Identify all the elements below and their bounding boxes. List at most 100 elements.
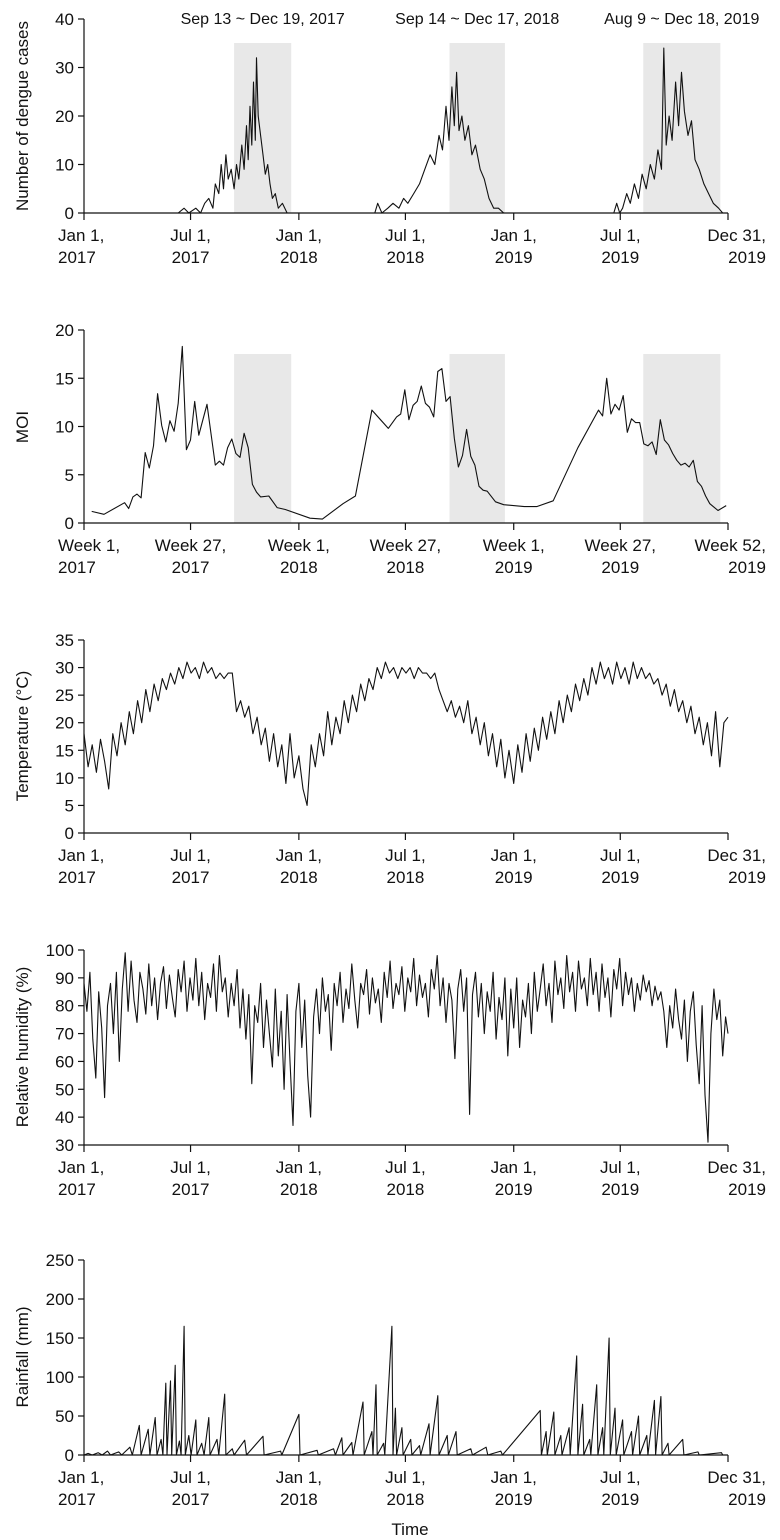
y-tick-label: 60	[55, 1052, 74, 1071]
series-line-1	[84, 47, 728, 214]
x-tick-label: Jul 1,	[385, 846, 426, 865]
chart-panel-2: 0 5 10 15 20 Week 1, 2017 Week 27, 2017 Week 1, 20…	[13, 321, 766, 577]
x-tick-label: Week 27,	[370, 536, 442, 555]
y-tick-label: 80	[55, 997, 74, 1016]
chart-panel-4: 30 40 50 60 70 80 90 100 Jan 1, 2017 Jul 1, 2017 Jan…	[13, 941, 766, 1199]
y-tick-label: 0	[65, 204, 74, 223]
chart-panel-5: 0 50 100 150 200 250 Jan 1, 2017 Jul 1, 2017 Jan 1…	[13, 1251, 766, 1509]
y-tick-label: 150	[46, 1329, 74, 1348]
x-tick-label-year: 2018	[280, 1490, 318, 1509]
y-tick-label: 15	[55, 369, 74, 388]
x-tick-label-year: 2018	[386, 868, 424, 887]
x-tick-label-year: 2019	[601, 248, 639, 267]
x-tick-label: Jan 1,	[58, 1158, 104, 1177]
x-tick-label-year: 2017	[58, 558, 96, 577]
x-tick-label-year: 2017	[172, 868, 210, 887]
y-tick-label: 20	[55, 321, 74, 340]
x-tick-label-year: 2019	[495, 1180, 533, 1199]
x-tick-label: Jul 1,	[385, 226, 426, 245]
x-tick-label: Jan 1,	[58, 1468, 104, 1487]
x-tick-label: Jan 1,	[276, 1468, 322, 1487]
shaded-period-1	[234, 43, 292, 213]
x-tick-label-year: 2019	[601, 558, 639, 577]
series-line-1	[91, 345, 727, 520]
x-tick-label-year: 2017	[58, 1180, 96, 1199]
x-tick-label-year: 2019	[728, 558, 766, 577]
y-tick-label: 20	[55, 714, 74, 733]
y-tick-label: 250	[46, 1251, 74, 1270]
x-tick-label-year: 2017	[58, 248, 96, 267]
x-tick-label: Jul 1,	[600, 1158, 641, 1177]
x-tick-label-year: 2019	[728, 868, 766, 887]
x-tick-label: Jul 1,	[600, 226, 641, 245]
x-tick-label: Jul 1,	[170, 226, 211, 245]
x-tick-label-year: 2018	[386, 558, 424, 577]
x-tick-label: Week 52,	[694, 536, 766, 555]
x-tick-label: Jan 1,	[58, 226, 104, 245]
shaded-period-2	[449, 43, 505, 213]
x-tick-label-year: 2017	[58, 1490, 96, 1509]
y-tick-label: 100	[46, 1368, 74, 1387]
y-axis-title: Relative humidity (%)	[13, 967, 32, 1128]
x-tick-label: Week 1,	[58, 536, 120, 555]
shaded-period-2	[449, 354, 505, 523]
y-tick-label: 50	[55, 1080, 74, 1099]
x-tick-label-year: 2018	[280, 558, 318, 577]
y-tick-label: 30	[55, 59, 74, 78]
y-axis-title: Rainfall (mm)	[13, 1306, 32, 1407]
x-tick-label: Jan 1,	[276, 846, 322, 865]
x-tick-label-year: 2019	[495, 1490, 533, 1509]
y-tick-label: 10	[55, 156, 74, 175]
x-tick-label: Week 1,	[483, 536, 545, 555]
x-tick-label-year: 2019	[728, 1490, 766, 1509]
y-tick-label: 0	[65, 1446, 74, 1465]
y-tick-label: 35	[55, 631, 74, 650]
x-tick-label-year: 2018	[280, 1180, 318, 1199]
x-tick-label-year: 2018	[386, 1490, 424, 1509]
y-tick-label: 20	[55, 107, 74, 126]
x-tick-label-year: 2019	[601, 1180, 639, 1199]
x-tick-label: Jan 1,	[491, 1468, 537, 1487]
x-tick-label-year: 2019	[495, 868, 533, 887]
x-tick-label: Jan 1,	[491, 846, 537, 865]
series-line-1	[83, 1325, 728, 1456]
y-tick-label: 40	[55, 10, 74, 29]
y-tick-label: 10	[55, 769, 74, 788]
y-tick-label: 200	[46, 1290, 74, 1309]
x-tick-label: Jul 1,	[600, 1468, 641, 1487]
y-tick-label: 15	[55, 741, 74, 760]
y-tick-label: 0	[65, 514, 74, 533]
y-tick-label: 70	[55, 1025, 74, 1044]
x-tick-label-year: 2017	[58, 868, 96, 887]
shaded-period-3	[643, 43, 721, 213]
x-tick-label: Jan 1,	[491, 1158, 537, 1177]
x-tick-label-year: 2018	[386, 248, 424, 267]
period-label-2: Sep 14 ~ Dec 17, 2018	[395, 11, 559, 28]
y-tick-label: 90	[55, 969, 74, 988]
chart-panel-3: 0 5 10 15 20 25 30 35 Jan 1, 2017 Jul 1, 2017 Jan 1,…	[13, 631, 766, 887]
x-tick-label-year: 2019	[495, 558, 533, 577]
x-tick-label: Week 27,	[585, 536, 657, 555]
x-tick-label-year: 2018	[280, 868, 318, 887]
y-tick-label: 40	[55, 1108, 74, 1127]
x-tick-label-year: 2019	[601, 868, 639, 887]
y-tick-label: 5	[65, 466, 74, 485]
x-tick-label: Dec 31,	[707, 226, 766, 245]
y-axis-title: Temperature (°C)	[13, 671, 32, 802]
y-tick-label: 5	[65, 796, 74, 815]
y-axis-title: Number of dengue cases	[13, 21, 32, 211]
x-tick-label: Jul 1,	[170, 1468, 211, 1487]
x-tick-label: Jan 1,	[276, 226, 322, 245]
chart-panel-1: Sep 13 ~ Dec 19, 2017 Sep 14 ~ Dec 17, 20…	[13, 10, 766, 267]
x-tick-label: Jan 1,	[276, 1158, 322, 1177]
x-tick-label-year: 2019	[495, 248, 533, 267]
x-tick-label-year: 2018	[280, 248, 318, 267]
x-tick-label-year: 2017	[172, 558, 210, 577]
y-tick-label: 25	[55, 686, 74, 705]
x-tick-label: Jan 1,	[58, 846, 104, 865]
x-tick-label: Jul 1,	[170, 846, 211, 865]
x-tick-label: Jul 1,	[600, 846, 641, 865]
x-tick-label: Dec 31,	[707, 846, 766, 865]
series-line-1	[83, 952, 729, 1143]
x-tick-label-year: 2018	[386, 1180, 424, 1199]
